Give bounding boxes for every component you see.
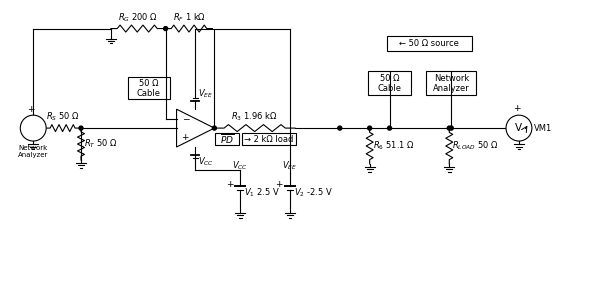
Circle shape [338,126,342,130]
Text: VM1: VM1 [534,124,552,133]
Text: $\overline{PD}$: $\overline{PD}$ [220,132,235,146]
FancyBboxPatch shape [128,77,170,99]
Text: +: + [181,133,189,142]
Circle shape [447,126,452,130]
Text: −: − [181,114,189,123]
Text: 50 Ω
Cable: 50 Ω Cable [378,74,401,93]
Text: $V_1$ 2.5 V: $V_1$ 2.5 V [244,187,280,199]
Text: +: + [28,105,35,114]
FancyBboxPatch shape [242,133,296,145]
Text: Network
Analyzer: Network Analyzer [433,74,470,93]
Circle shape [212,126,216,130]
Text: $R_G$ 200 Ω: $R_G$ 200 Ω [118,11,158,24]
Circle shape [506,115,532,141]
Text: $R_3$ 1.96 kΩ: $R_3$ 1.96 kΩ [231,111,278,123]
Text: $V_{CC}$: $V_{CC}$ [199,156,215,168]
Text: $V_2$ -2.5 V: $V_2$ -2.5 V [294,187,333,199]
FancyBboxPatch shape [215,133,239,145]
FancyBboxPatch shape [426,71,476,95]
Text: $V_{EE}$: $V_{EE}$ [199,88,213,100]
Text: $R_{LOAD}$ 50 Ω: $R_{LOAD}$ 50 Ω [452,140,499,152]
Text: $R_T$ 50 Ω: $R_T$ 50 Ω [84,138,118,150]
Circle shape [164,27,168,31]
Text: $R_S$ 50 Ω: $R_S$ 50 Ω [46,111,80,123]
Circle shape [449,126,453,130]
Text: Network
Analyzer: Network Analyzer [18,145,48,158]
Text: $V_{EE}$: $V_{EE}$ [282,159,298,172]
FancyBboxPatch shape [368,71,411,95]
Circle shape [79,126,83,130]
Text: 50 Ω
Cable: 50 Ω Cable [137,79,161,98]
FancyBboxPatch shape [387,35,472,52]
Text: +: + [226,180,233,189]
Text: → 2 kΩ load: → 2 kΩ load [245,134,294,144]
Circle shape [388,126,392,130]
Circle shape [20,115,46,141]
Text: V: V [515,123,522,133]
Text: +: + [275,180,283,189]
Text: +: + [513,104,521,113]
Text: $R_6$ 51.1 Ω: $R_6$ 51.1 Ω [373,140,414,152]
Text: ← 50 Ω source: ← 50 Ω source [400,39,459,48]
Text: $R_F$ 1 kΩ: $R_F$ 1 kΩ [174,11,206,24]
Circle shape [368,126,372,130]
Text: $V_{CC}$: $V_{CC}$ [232,159,248,172]
